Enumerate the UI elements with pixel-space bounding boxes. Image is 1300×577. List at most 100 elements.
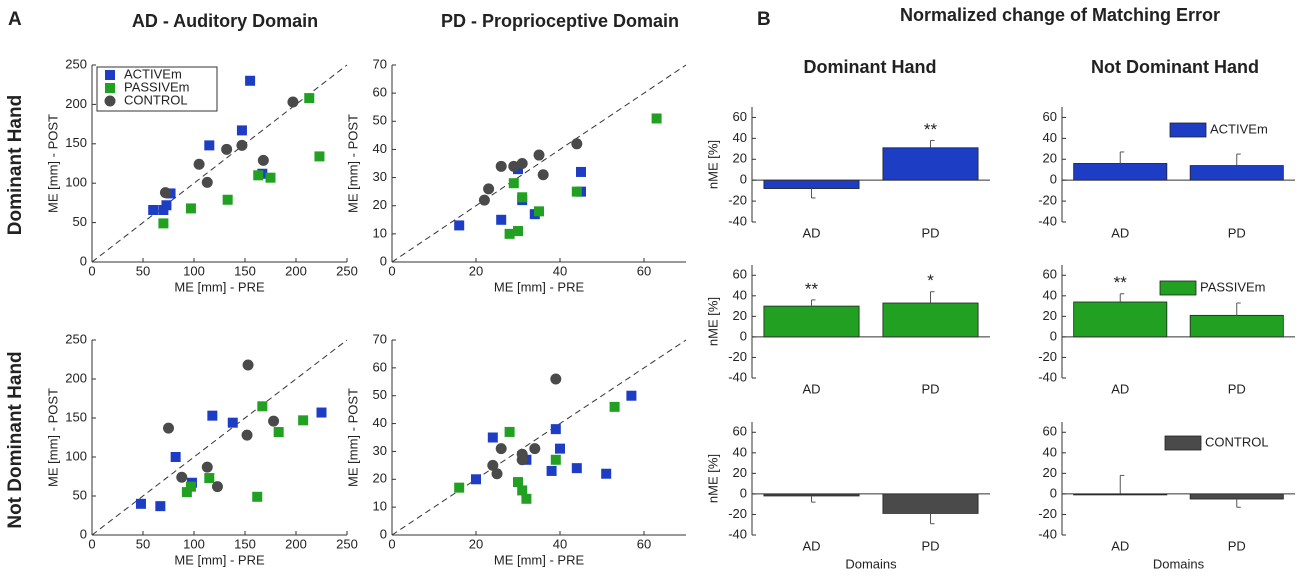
bar <box>1189 493 1284 500</box>
x-tick-label: 0 <box>388 536 395 551</box>
legend-box <box>96 66 218 112</box>
y-tick-label: 70 <box>373 56 387 71</box>
point <box>314 151 325 162</box>
point <box>651 113 662 124</box>
point <box>454 220 465 231</box>
identity-line <box>91 64 348 263</box>
column-title: AD - Auditory Domain <box>132 11 318 31</box>
point <box>609 401 620 412</box>
point <box>268 415 280 427</box>
y-axis-label: nME [%] <box>705 454 720 503</box>
point <box>495 443 507 455</box>
x-tick-label: 150 <box>234 536 256 551</box>
point <box>204 473 215 484</box>
column-title: Dominant Hand <box>804 57 937 77</box>
point <box>298 415 309 426</box>
legend-swatch <box>1159 280 1197 296</box>
y-tick-label: 40 <box>1043 130 1057 145</box>
point <box>176 471 188 483</box>
y-axis-label: ME [mm] - POST <box>45 388 60 487</box>
point <box>483 183 495 195</box>
point <box>222 194 233 205</box>
point <box>241 429 253 441</box>
point <box>273 427 284 438</box>
point <box>104 95 116 107</box>
y-tick-label: -20 <box>728 193 747 208</box>
y-tick-label: 40 <box>733 287 747 302</box>
y-tick-label: 60 <box>373 85 387 100</box>
point <box>601 468 612 479</box>
x-tick-label: 100 <box>183 536 205 551</box>
point <box>201 176 213 188</box>
point <box>242 359 254 371</box>
point <box>105 70 115 80</box>
point <box>529 443 541 455</box>
y-tick-label: 0 <box>1050 172 1057 187</box>
y-tick-label: 0 <box>740 328 747 343</box>
point <box>513 226 523 237</box>
point <box>576 166 586 177</box>
x-axis-label: Domains <box>845 556 897 571</box>
legend-label: PASSIVEm <box>124 79 190 94</box>
panel-label: A <box>8 9 22 30</box>
point <box>204 140 215 151</box>
x-tick-label: 250 <box>336 263 358 278</box>
y-tick-label: 40 <box>373 141 387 156</box>
point <box>148 204 159 215</box>
x-tick-label: 60 <box>637 536 651 551</box>
y-tick-label: 10 <box>373 499 387 514</box>
bar <box>882 147 979 181</box>
point <box>550 424 561 435</box>
y-tick-label: -40 <box>728 369 747 384</box>
point <box>517 485 528 496</box>
y-axis-label: nME [%] <box>705 140 720 189</box>
legend-label: PASSIVEm <box>1200 279 1266 294</box>
y-tick-label: 0 <box>1050 485 1057 500</box>
y-tick-label: 0 <box>380 253 387 268</box>
y-tick-label: 20 <box>733 308 747 323</box>
x-tick-label: 250 <box>336 536 358 551</box>
identity-line <box>91 339 348 536</box>
y-tick-label: 100 <box>65 175 87 190</box>
point <box>211 481 223 493</box>
y-tick-label: 0 <box>380 526 387 541</box>
legend-label: CONTROL <box>1205 434 1269 449</box>
y-tick-label: -20 <box>1038 349 1057 364</box>
y-tick-label: 40 <box>373 415 387 430</box>
point <box>316 407 327 418</box>
point <box>227 417 238 428</box>
bar <box>882 493 979 514</box>
x-tick-label: PD <box>921 381 939 396</box>
point <box>454 482 465 493</box>
y-tick-label: 60 <box>373 359 387 374</box>
x-tick-label: PD <box>1228 225 1246 240</box>
x-tick-label: AD <box>802 381 820 396</box>
x-tick-label: PD <box>1228 538 1246 553</box>
x-tick-label: AD <box>1111 381 1129 396</box>
x-tick-label: 200 <box>285 263 307 278</box>
point <box>550 454 561 465</box>
point <box>170 452 181 462</box>
y-tick-label: 100 <box>65 448 87 463</box>
y-tick-label: 250 <box>65 56 87 71</box>
y-tick-label: 60 <box>733 267 747 282</box>
point <box>252 491 263 502</box>
point <box>487 432 498 443</box>
x-tick-label: 0 <box>88 263 95 278</box>
bar <box>882 302 979 338</box>
point <box>287 96 299 108</box>
point <box>185 203 196 214</box>
y-axis-label: nME [%] <box>705 297 720 346</box>
y-tick-label: 40 <box>1043 444 1057 459</box>
y-tick-label: 40 <box>733 130 747 145</box>
point <box>534 206 544 217</box>
point <box>516 158 528 169</box>
column-title: Not Dominant Hand <box>1091 57 1259 77</box>
bar-title: Normalized change of Matching Error <box>900 5 1220 25</box>
column-title: PD - Proprioceptive Domain <box>441 11 679 31</box>
x-axis-label: ME [mm] - PRE <box>174 279 265 294</box>
y-tick-label: 60 <box>733 109 747 124</box>
point <box>221 143 233 155</box>
bar <box>1189 165 1284 181</box>
bar <box>763 305 860 338</box>
